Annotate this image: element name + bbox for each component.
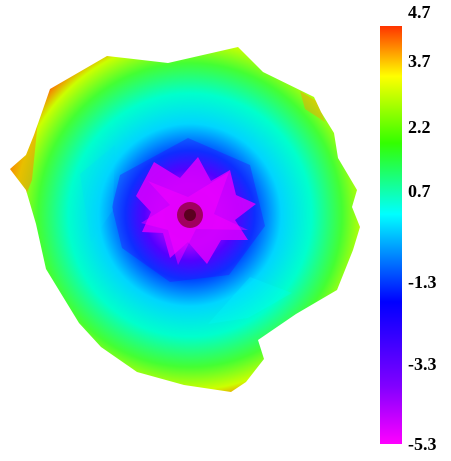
colorbar-tick-label-minus-5-3: -5.3 — [408, 434, 437, 454]
colorbar-tick-label-4-7: 4.7 — [408, 2, 431, 22]
field-map — [10, 47, 360, 392]
colorbar-tick-label-minus-3-3: -3.3 — [408, 354, 437, 374]
colorbar-tick-label-minus-1-3: -1.3 — [408, 272, 437, 292]
colorbar-tick-label-3-7: 3.7 — [408, 51, 431, 71]
colorbar-tick-label-2-2: 2.2 — [408, 117, 431, 137]
colorbar-tick-label-0-7: 0.7 — [408, 181, 431, 201]
colorbar — [380, 26, 402, 444]
